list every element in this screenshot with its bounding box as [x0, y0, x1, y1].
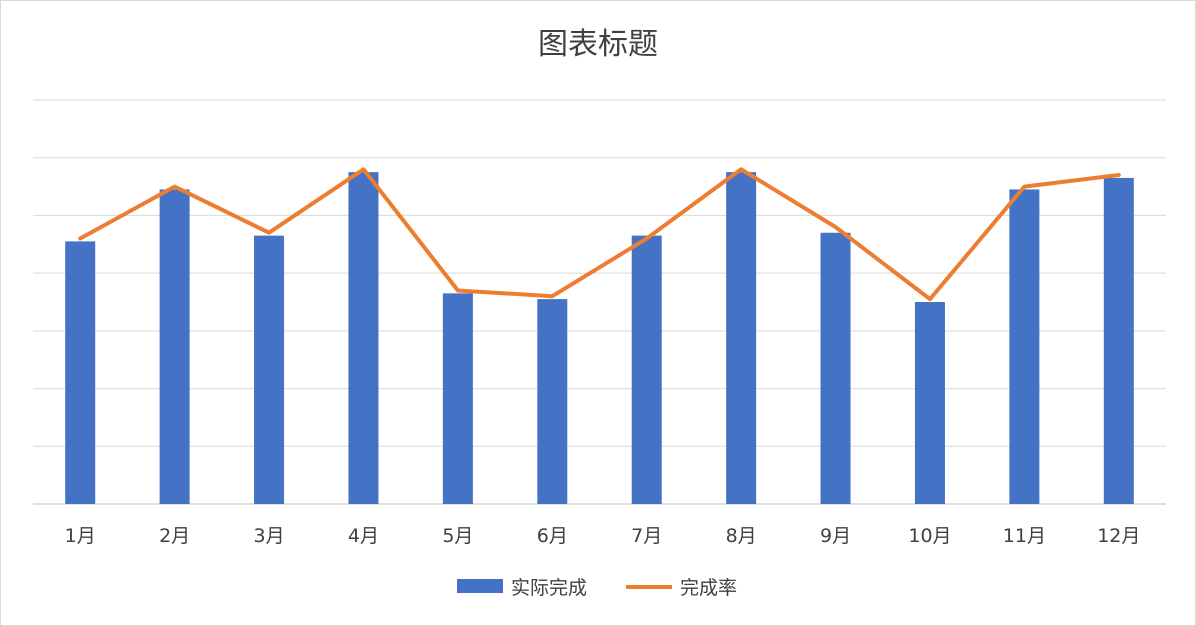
- x-tick-label: 7月: [631, 525, 662, 547]
- gridlines: [33, 99, 1166, 505]
- legend-label-rate: 完成率: [680, 577, 737, 599]
- x-tick-label: 1月: [65, 525, 96, 547]
- x-tick-label: 9月: [820, 525, 851, 547]
- bar-9: [820, 232, 851, 504]
- chart-title: 图表标题: [538, 27, 658, 62]
- bar-12: [1103, 177, 1134, 504]
- bar-6: [537, 299, 568, 504]
- legend: 实际完成 完成率: [457, 577, 737, 599]
- bar-4: [348, 172, 379, 504]
- bar-1: [65, 241, 96, 504]
- legend-swatch-actual: [457, 579, 503, 593]
- line-series: [78, 167, 1121, 302]
- x-tick-label: 11月: [1003, 525, 1046, 547]
- x-tick-label: 4月: [348, 525, 379, 547]
- legend-label-actual: 实际完成: [511, 577, 587, 599]
- rate-line: [78, 167, 1121, 302]
- bar-10: [914, 302, 945, 504]
- x-tick-label: 2月: [159, 525, 190, 547]
- bar-11: [1009, 189, 1040, 504]
- bar-8: [726, 172, 757, 504]
- x-tick-label: 10月: [908, 525, 951, 547]
- bar-3: [254, 235, 285, 504]
- x-tick-label: 6月: [537, 525, 568, 547]
- x-axis-tick-labels: 1月 2月 3月 4月 5月 6月 7月 8月 9月 10月 11月 12月: [65, 525, 1141, 547]
- bar-5: [442, 293, 473, 504]
- x-tick-label: 12月: [1097, 525, 1140, 547]
- x-tick-label: 8月: [726, 525, 757, 547]
- bar-series: [65, 172, 1134, 504]
- bar-2: [159, 189, 190, 504]
- x-tick-label: 5月: [442, 525, 473, 547]
- bar-7: [631, 235, 662, 504]
- x-tick-label: 3月: [253, 525, 284, 547]
